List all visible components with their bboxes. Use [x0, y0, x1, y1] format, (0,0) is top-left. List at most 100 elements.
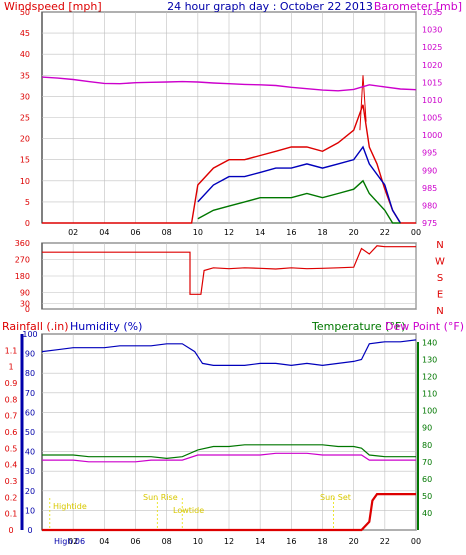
series-line-dew-point-f- — [42, 452, 416, 463]
wind-y-tick-label: 5 — [25, 198, 30, 207]
temp-y-tick-label: 110 — [422, 390, 437, 399]
series-line-humidity- — [41, 339, 417, 367]
baro-y-tick-label: 985 — [422, 184, 437, 193]
wind-y-tick-label: 25 — [20, 114, 30, 123]
axes: 0510152025303540455097598098599099510001… — [5, 8, 445, 546]
series-line-low — [197, 179, 401, 224]
temp-y-tick-label: 120 — [422, 373, 437, 382]
direction-y-tick-label: 270 — [15, 256, 30, 265]
compass-label: S — [437, 273, 443, 284]
series-line-windspeed-mph- — [42, 104, 416, 224]
x-tick-label: 06 — [130, 537, 140, 546]
rain-y-tick-label: 0.8 — [5, 395, 18, 404]
humidity-y-tick-label: 70 — [25, 389, 35, 398]
temp-y-tick-label: 70 — [422, 458, 432, 467]
x-tick-label: 10 — [193, 537, 203, 546]
hightide-label: Hightide — [53, 502, 87, 511]
compass-label: W — [435, 257, 445, 268]
x-tick-label: 22 — [380, 537, 390, 546]
humidity-y-tick-label: 80 — [25, 369, 35, 378]
wind-y-tick-label: 40 — [20, 50, 30, 59]
wind-y-tick-label: 10 — [20, 177, 30, 186]
x-tick-label: 12 — [224, 228, 234, 237]
temp-y-tick-label: 100 — [422, 407, 437, 416]
direction-y-tick-label: 180 — [15, 272, 30, 281]
baro-y-tick-label: 990 — [422, 166, 437, 175]
compass-label: N — [436, 306, 443, 317]
rain-y-tick-label: 0.5 — [5, 444, 18, 453]
x-tick-label: 10 — [193, 228, 203, 237]
humidity-axis-label: Humidity (%) — [70, 320, 142, 333]
humidity-y-tick-label: 90 — [25, 350, 35, 359]
rain-y-tick-label: 1 — [8, 363, 13, 372]
x-tick-label: 02 — [68, 537, 78, 546]
temp-y-tick-label: 90 — [422, 424, 432, 433]
humidity-y-tick-label: 20 — [25, 487, 35, 496]
x-tick-label: 22 — [380, 228, 390, 237]
baro-y-tick-label: 1035 — [422, 8, 442, 17]
compass-label: E — [437, 290, 443, 301]
series-line-wind-direction — [42, 245, 416, 295]
x-tick-label: 04 — [99, 537, 109, 546]
x-tick-label: 14 — [255, 537, 265, 546]
wind-y-tick-label: 45 — [20, 29, 30, 38]
panel-direction-grid — [42, 242, 417, 310]
baro-y-tick-label: 1010 — [422, 96, 442, 105]
sunset-label: Sun Set — [320, 493, 351, 502]
temp-y-tick-label: 50 — [422, 492, 432, 501]
series-line-temperature-f- — [42, 444, 416, 460]
wind-y-tick-label: 50 — [20, 8, 30, 17]
baro-y-tick-label: 1025 — [422, 43, 442, 52]
windspeed-axis-label: Windspeed [mph] — [4, 0, 102, 13]
humidity-y-tick-label: 10 — [25, 506, 35, 515]
x-tick-label: 00 — [411, 537, 421, 546]
rainfall-axis-label: Rainfall (.in) — [2, 320, 69, 333]
humidity-y-tick-label: 0 — [27, 526, 32, 535]
temp-y-tick-label: 140 — [422, 339, 437, 348]
temp-y-tick-label: 40 — [422, 509, 432, 518]
humidity-y-tick-label: 60 — [25, 408, 35, 417]
series-line-gust — [359, 75, 367, 131]
baro-y-tick-label: 1015 — [422, 78, 442, 87]
x-tick-label: 08 — [162, 537, 172, 546]
series-line-rainfall-in- — [42, 493, 416, 532]
bottom-high-label: High 06 — [54, 537, 85, 546]
rain-y-tick-label: 0.6 — [5, 428, 18, 437]
x-tick-label: 06 — [130, 228, 140, 237]
baro-y-tick-label: 1020 — [422, 61, 442, 70]
temp-y-tick-label: 130 — [422, 356, 437, 365]
sunrise-label: Sun Rise — [143, 493, 178, 502]
x-tick-label: 14 — [255, 228, 265, 237]
x-tick-label: 16 — [286, 228, 296, 237]
baro-y-tick-label: 975 — [422, 219, 437, 228]
compass-label: N — [436, 240, 443, 251]
direction-y-tick-label: 360 — [15, 239, 30, 248]
series-line-average — [197, 145, 401, 224]
series — [41, 75, 417, 532]
chart-title: 24 hour graph day : October 22 2013 — [167, 0, 373, 13]
x-tick-label: 20 — [349, 537, 359, 546]
x-tick-label: 20 — [349, 228, 359, 237]
direction-y-tick-label: 0 — [25, 305, 30, 314]
wind-y-tick-label: 35 — [20, 71, 30, 80]
dewpoint-axis-label: Dew Point (°F) — [385, 320, 464, 333]
x-tick-label: 18 — [317, 228, 327, 237]
direction-y-tick-label: 30 — [20, 300, 30, 309]
x-tick-label: 18 — [317, 537, 327, 546]
barometer-axis-label: Barometer [mb] — [374, 0, 462, 13]
baro-y-tick-label: 995 — [422, 149, 437, 158]
x-tick-label: 08 — [162, 228, 172, 237]
humidity-y-tick-label: 40 — [25, 448, 35, 457]
baro-y-tick-label: 1000 — [422, 131, 442, 140]
direction-y-tick-label: 90 — [20, 289, 30, 298]
humidity-y-tick-label: 100 — [22, 330, 37, 339]
rain-y-tick-label: 0.4 — [5, 461, 18, 470]
baro-y-tick-label: 1030 — [422, 26, 442, 35]
panel-rain-grid — [42, 333, 417, 531]
baro-y-tick-label: 1005 — [422, 114, 442, 123]
x-tick-label: 02 — [68, 228, 78, 237]
wind-y-tick-label: 15 — [20, 156, 30, 165]
x-tick-label: 04 — [99, 228, 109, 237]
humidity-y-tick-label: 30 — [25, 467, 35, 476]
